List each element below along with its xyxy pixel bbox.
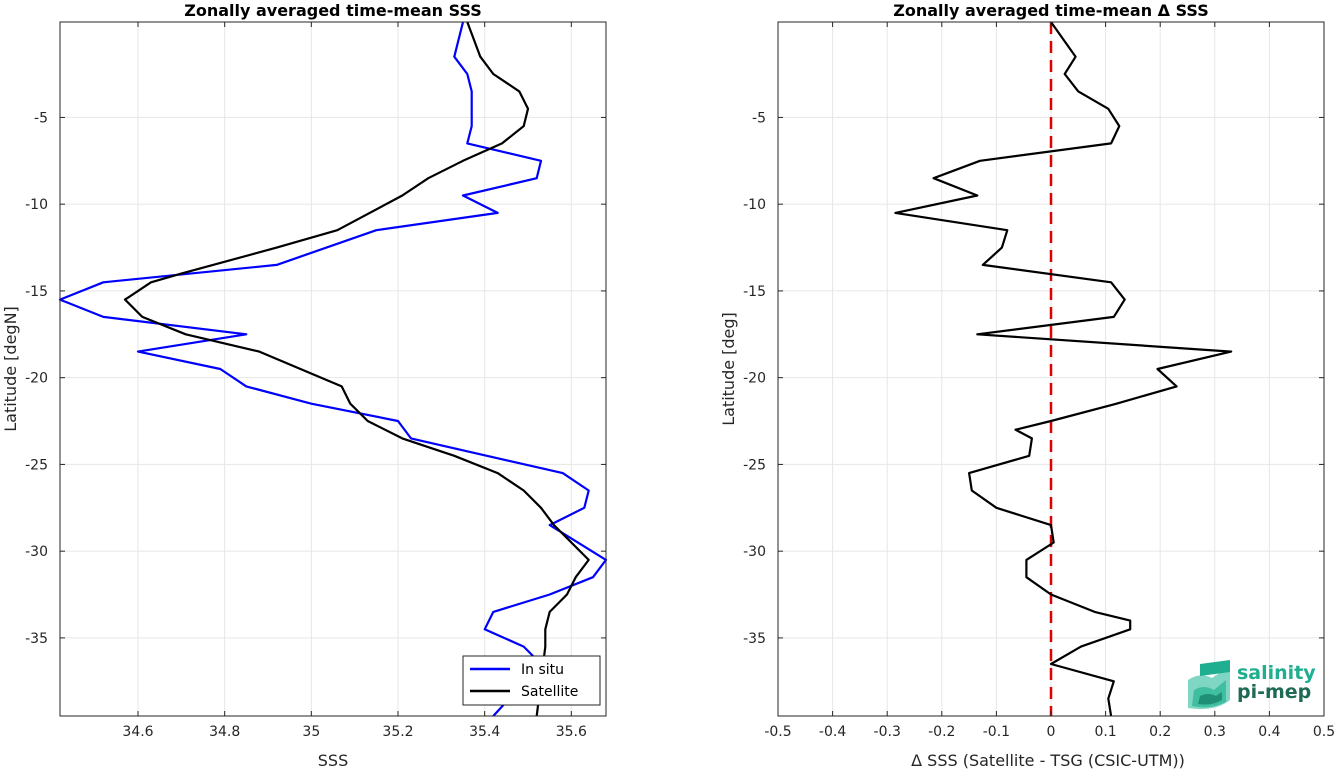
left-series-group — [58, 21, 608, 717]
legend-in-situ-label: In situ — [521, 662, 564, 678]
right-x-tick-label: -0.1 — [983, 724, 1010, 740]
left-axes-box — [59, 21, 607, 717]
left-y-tick-label: -35 — [25, 631, 48, 647]
left-y-tick-label: -30 — [25, 544, 48, 560]
right-x-tick-label: -0.5 — [764, 724, 791, 740]
left-plot-area — [60, 22, 606, 716]
right-y-tick-label: -5 — [752, 110, 766, 126]
right-y-tick-label: -25 — [743, 457, 766, 473]
left-x-tick-label: 35.2 — [382, 724, 413, 740]
right-x-tick-label: -0.4 — [819, 724, 846, 740]
right-y-tick-label: -20 — [743, 371, 766, 387]
left-y-tick-label: -25 — [25, 457, 48, 473]
left-ticks: 34.6 34.8 35 35.2 35.4 35.6 -5 -10 -15 -20 -25 -30 -… — [25, 22, 606, 740]
left-y-tick-label: -15 — [25, 284, 48, 300]
left-x-tick-label: 35.4 — [469, 724, 500, 740]
left-series-in-situ-line — [58, 21, 608, 717]
left-x-tick-label: 34.6 — [122, 724, 153, 740]
right-x-tick-label: -0.3 — [874, 724, 901, 740]
left-x-tick-label: 35 — [302, 724, 320, 740]
left-chart-title: Zonally averaged time-mean SSS — [184, 1, 482, 20]
right-series-delta-line — [894, 21, 1233, 717]
right-x-tick-label: 0.3 — [1204, 724, 1226, 740]
left-x-tick-label: 34.8 — [209, 724, 240, 740]
right-series-group — [894, 21, 1233, 717]
left-y-tick-label: -5 — [34, 110, 48, 126]
right-x-tick-label: 0.5 — [1313, 724, 1335, 740]
left-series-satellite-line — [123, 21, 590, 717]
right-chart-title: Zonally averaged time-mean Δ SSS — [893, 1, 1209, 20]
left-grid — [60, 22, 606, 716]
right-y-tick-label: -10 — [743, 197, 766, 213]
right-y-tick-label: -35 — [743, 631, 766, 647]
legend-box — [462, 655, 601, 706]
right-x-tick-label: 0 — [1047, 724, 1056, 740]
right-x-tick-label: 0.4 — [1258, 724, 1280, 740]
logo-line1: salinity — [1237, 662, 1316, 684]
right-x-tick-label: 0.2 — [1149, 724, 1171, 740]
right-x-tick-label: -0.2 — [928, 724, 955, 740]
right-y-axis-label: Latitude [deg] — [719, 312, 738, 426]
left-chart: 34.6 34.8 35 35.2 35.4 35.6 -5 -10 -15 -20 -25 -30 -… — [1, 1, 608, 769]
left-y-axis-label: Latitude [degN] — [1, 306, 20, 432]
legend: In situ Satellite — [462, 655, 601, 706]
right-chart: -0.5 -0.4 -0.3 -0.2 -0.1 0 0.1 0.2 0.3 0.4 0.5 -5 -1… — [719, 1, 1335, 769]
right-x-tick-label: 0.1 — [1094, 724, 1116, 740]
salinity-pi-mep-logo: salinity pi-mep — [1188, 660, 1316, 709]
left-x-axis-label: SSS — [318, 751, 348, 769]
right-y-tick-label: -15 — [743, 284, 766, 300]
left-y-tick-label: -20 — [25, 371, 48, 387]
right-ticks: -0.5 -0.4 -0.3 -0.2 -0.1 0 0.1 0.2 0.3 0.4 0.5 -5 -1… — [743, 22, 1335, 740]
logo-wave-icon — [1188, 660, 1230, 709]
right-y-tick-label: -30 — [743, 544, 766, 560]
logo-line2: pi-mep — [1237, 681, 1311, 703]
left-y-tick-label: -10 — [25, 197, 48, 213]
left-x-tick-label: 35.6 — [556, 724, 587, 740]
right-x-axis-label: Δ SSS (Satellite - TSG (CSIC-UTM)) — [911, 751, 1185, 769]
legend-satellite-label: Satellite — [521, 684, 578, 700]
